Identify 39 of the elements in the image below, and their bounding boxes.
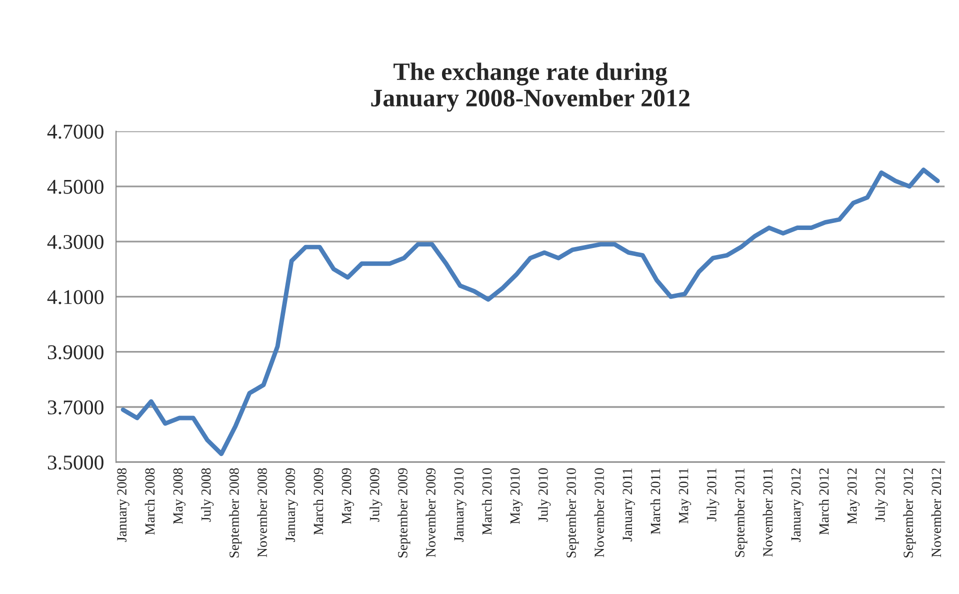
x-tick-label: March 2010 bbox=[482, 468, 492, 535]
y-tick-label: 4.3000 bbox=[47, 234, 104, 250]
x-tick-label: March 2009 bbox=[313, 468, 324, 535]
x-tick-label: September 2008 bbox=[229, 468, 242, 558]
x-tick-label: March 2011 bbox=[650, 468, 660, 534]
x-tick-label: May 2012 bbox=[847, 468, 860, 524]
x-tick-label: January 2011 bbox=[622, 468, 635, 542]
x-tick-label: September 2012 bbox=[903, 468, 916, 558]
y-tick-label: 3.5000 bbox=[48, 456, 104, 470]
y-tick-label: 4.5000 bbox=[47, 180, 104, 194]
x-tick-label: January 2010 bbox=[454, 468, 466, 542]
x-tick-label: November 2010 bbox=[594, 468, 604, 558]
y-tick-label: 4.7000 bbox=[47, 124, 104, 139]
x-tick-label: September 2009 bbox=[398, 468, 410, 558]
x-tick-label: May 2008 bbox=[173, 468, 186, 524]
y-tick-label: 3.9000 bbox=[48, 345, 104, 360]
x-tick-label: January 2012 bbox=[791, 468, 804, 542]
x-tick-label: July 2011 bbox=[706, 468, 720, 522]
x-tick-label: March 2008 bbox=[144, 468, 155, 535]
line-series bbox=[120, 168, 940, 456]
x-tick-label: January 2009 bbox=[286, 468, 298, 542]
x-tick-label: September 2010 bbox=[566, 468, 579, 558]
x-tick-label: January 2008 bbox=[117, 468, 130, 542]
x-tick-label: March 2012 bbox=[818, 468, 829, 535]
x-tick-label: May 2011 bbox=[678, 468, 692, 524]
x-tick-label: November 2008 bbox=[257, 468, 267, 558]
y-tick-label: 3.7000 bbox=[48, 400, 104, 415]
y-tick-label: 4.1000 bbox=[47, 290, 104, 304]
x-tick-label: July 2008 bbox=[201, 468, 214, 522]
x-tick-label: May 2009 bbox=[342, 468, 354, 524]
x-tick-label: July 2010 bbox=[538, 468, 551, 522]
x-tick-label: September 2011 bbox=[734, 468, 748, 557]
x-tick-label: May 2010 bbox=[510, 468, 523, 524]
x-tick-label: November 2012 bbox=[931, 468, 942, 558]
x-tick-label: July 2009 bbox=[370, 468, 382, 522]
x-tick-label: November 2011 bbox=[762, 468, 773, 557]
x-tick-label: November 2009 bbox=[426, 468, 436, 558]
x-tick-label: July 2012 bbox=[875, 468, 888, 522]
chart-title: The exchange rate during January 2008-November 2012 bbox=[371, 62, 690, 112]
